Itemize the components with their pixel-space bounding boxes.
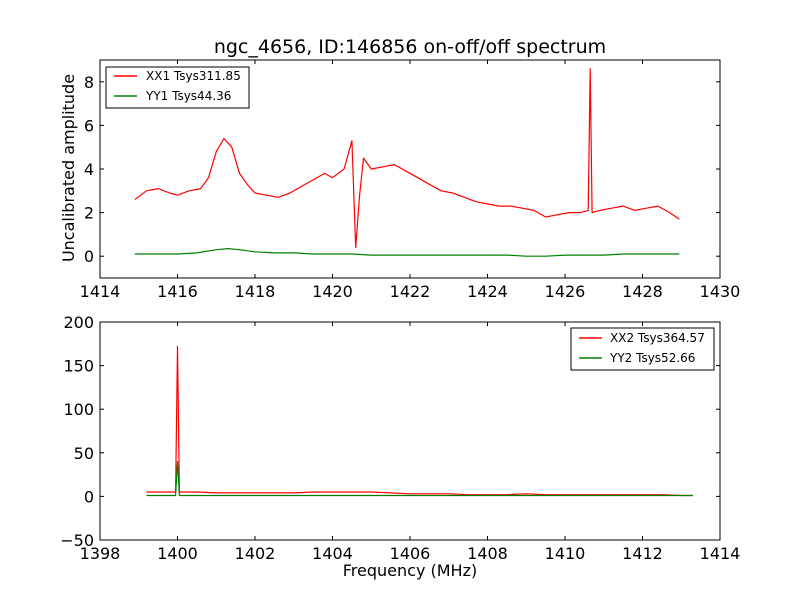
- top-xtick-label: 1430: [700, 282, 741, 301]
- bottom-legend-box: [570, 327, 715, 371]
- chart-title: ngc_4656, ID:146856 on-off/off spectrum: [214, 36, 606, 58]
- bottom-xtick-label: 1414: [700, 544, 741, 563]
- x-axis-label: Frequency (MHz): [343, 561, 477, 580]
- top-panel: ngc_4656, ID:146856 on-off/off spectrum …: [59, 36, 740, 301]
- bottom-xtick-label: 1412: [622, 544, 663, 563]
- top-xtick-label: 1424: [467, 282, 508, 301]
- bottom-legend: XX2 Tsys364.57 YY2 Tsys52.66: [570, 327, 715, 371]
- bottom-xtick-label: 1400: [157, 544, 198, 563]
- bottom-ytick-label: 100: [63, 400, 94, 419]
- legend-label-xx1: XX1 Tsys311.85: [146, 69, 241, 83]
- bottom-xtick-label: 1406: [390, 544, 431, 563]
- bottom-plot-area: 1398 1400 1402 1404 1406 1408 1410 1412 1414 −50 0…: [60, 313, 740, 563]
- bottom-ytick-label: 150: [63, 357, 94, 376]
- top-xtick-label: 1426: [545, 282, 586, 301]
- top-xtick-label: 1422: [390, 282, 431, 301]
- top-xtick-label: 1418: [235, 282, 276, 301]
- top-xtick-label: 1416: [157, 282, 198, 301]
- top-ytick-label: 4: [84, 160, 94, 179]
- top-ytick-label: 2: [84, 204, 94, 223]
- top-xtick-label: 1414: [80, 282, 121, 301]
- top-series-line-yy1: [134, 248, 680, 257]
- bottom-xtick-label: 1398: [80, 544, 121, 563]
- legend-label-yy2: YY2 Tsys52.66: [609, 351, 695, 365]
- legend-label-yy1: YY1 Tsys44.36: [145, 89, 231, 103]
- bottom-series-line-xx2: [146, 345, 693, 497]
- top-xtick-label: 1420: [312, 282, 353, 301]
- y-axis-label: Uncalibrated amplitude: [59, 74, 78, 262]
- legend-label-xx2: XX2 Tsys364.57: [610, 331, 705, 345]
- bottom-ytick-label: 200: [63, 313, 94, 332]
- top-legend-box: [105, 66, 250, 109]
- bottom-panel: Frequency (MHz) 1398 1400 1402 1404 1406 1408…: [60, 313, 740, 580]
- bottom-xtick-label: 1408: [467, 544, 508, 563]
- bottom-series-line-yy2: [146, 460, 693, 497]
- top-xtick-label: 1428: [622, 282, 663, 301]
- bottom-xtick-label: 1410: [545, 544, 586, 563]
- bottom-xtick-label: 1402: [235, 544, 276, 563]
- bottom-xtick-label: 1404: [312, 544, 353, 563]
- top-plot-area: 1414 1416 1418 1420 1422 1424 1426 1428 1430 0 2 4 6…: [80, 59, 741, 301]
- top-ytick-label: 0: [84, 247, 94, 266]
- top-legend: XX1 Tsys311.85 YY1 Tsys44.36: [105, 66, 250, 109]
- bottom-ytick-label: 0: [84, 487, 94, 506]
- top-ytick-label: 6: [84, 116, 94, 135]
- top-series-line-xx1: [134, 68, 680, 249]
- bottom-ytick-label: −50: [60, 531, 94, 550]
- top-ytick-label: 8: [84, 73, 94, 92]
- bottom-ytick-label: 50: [74, 444, 94, 463]
